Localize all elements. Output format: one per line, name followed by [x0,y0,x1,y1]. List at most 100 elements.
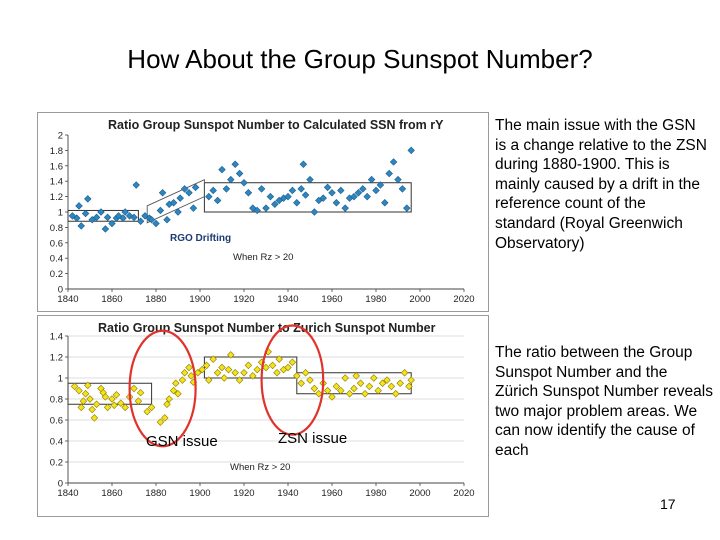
y-tick-label: 1.6 [50,161,63,172]
data-point [101,393,110,401]
y-tick-label: 0.4 [50,437,63,448]
data-point [136,217,145,225]
data-point [147,403,156,412]
chart-ratio-calculated-ssn: Ratio Group Sunspot Number to Calculated… [50,118,475,306]
y-tick-label: 0.6 [50,416,63,427]
x-tick-label: 1900 [189,488,210,499]
data-point [337,186,345,195]
data-point [350,384,358,393]
data-point [84,381,92,390]
data-point [92,400,101,408]
data-point [172,379,180,387]
data-point [174,390,182,398]
data-point [244,361,253,370]
data-point [81,390,90,398]
data-point [121,403,129,412]
data-point [218,363,226,372]
data-point [361,390,369,398]
annotation-gsn-issue: GSN issue [146,433,218,450]
x-tick-label: 1860 [101,294,122,305]
data-point [363,192,371,201]
x-tick-label: 1920 [233,294,254,305]
data-point [136,388,145,397]
data-point [352,372,360,380]
data-point [297,379,305,387]
x-tick-label: 1980 [365,294,386,305]
data-point [400,369,409,377]
data-point [103,403,112,412]
annotation-when-rz: When Rz > 20 [230,462,290,473]
y-tick-label: 1 [58,208,63,219]
data-point [178,376,187,384]
data-point [161,414,169,422]
data-point [103,213,112,222]
data-point [337,386,345,395]
chart-panel-ratio-zurich: Ratio Group Sunspot Number to Zurich Sun… [37,315,489,517]
data-point [299,160,308,168]
data-point [293,372,301,380]
data-point [310,208,319,216]
chart-panel-ratio-calculated-ssn: Ratio Group Sunspot Number to Calculated… [37,112,489,312]
data-point [407,376,415,384]
axes: 0 0.2 0.4 0.6 0.8 1 1.2 1.4 1.6 1.8 2 1840 1860 1880 1… [50,131,475,306]
data-point [73,214,81,222]
data-point [132,181,140,189]
data-point [389,158,398,166]
data-point [310,384,319,393]
data-point [218,165,226,174]
x-tick-label: 1960 [321,488,342,499]
x-tick-label: 1880 [145,488,166,499]
data-point [345,390,354,398]
data-point [275,355,283,363]
data-point [119,214,127,222]
data-point [213,369,222,377]
data-point [350,192,358,201]
data-point [163,400,171,408]
data-point [134,397,143,405]
problem-circle [128,329,197,448]
x-tick-label: 2000 [409,294,430,305]
data-point [180,369,189,377]
data-point [101,225,110,233]
problem-circle [260,324,325,436]
data-point [165,395,173,403]
data-point [152,219,160,228]
data-point [332,199,341,207]
data-point [205,376,213,384]
data-point [253,206,261,215]
data-point [288,186,297,195]
data-point [392,390,400,398]
data-point [240,369,248,377]
data-point [194,369,202,377]
data-point [257,185,266,193]
data-point [398,185,407,193]
data-point [187,372,195,380]
data-point [205,192,213,201]
y-tick-label: 0.4 [50,254,63,265]
data-point [185,189,193,197]
y-tick-label: 0 [58,479,63,490]
data-point [224,365,233,374]
data-point [328,189,336,197]
data-point [202,361,211,370]
page-number: 17 [660,496,676,512]
data-point [86,395,94,403]
data-point [306,175,314,184]
data-point [288,358,297,366]
x-tick-label: 1940 [277,488,298,499]
note-ratio-problems: The ratio between the Group Sunspot Numb… [495,344,713,459]
data-point [387,382,396,391]
data-point [185,363,193,372]
x-tick-label: 1840 [57,294,78,305]
data-point [222,185,231,193]
x-tick-label: 1960 [321,294,342,305]
data-point [235,169,244,178]
chart-title: Ratio Group Sunspot Number to Zurich Sun… [98,321,436,335]
data-point [158,189,167,197]
y-tick-label: 0.6 [50,238,63,249]
data-point [77,222,85,230]
data-point [396,379,404,387]
data-point [84,195,92,203]
data-point [189,204,198,212]
data-point [75,202,83,210]
